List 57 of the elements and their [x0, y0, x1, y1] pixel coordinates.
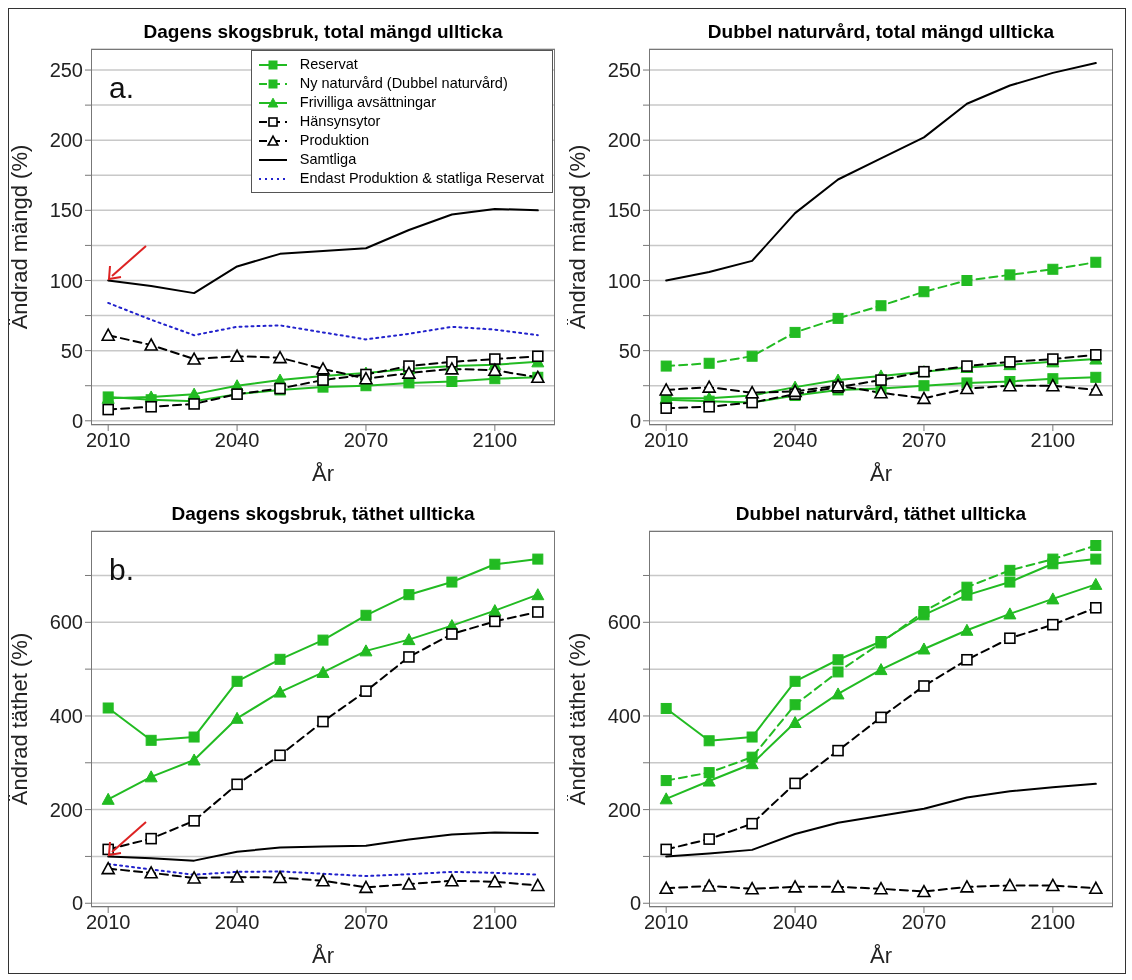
x-tick-label: 2010 [85, 911, 131, 934]
y-tick-label: 400 [49, 705, 83, 728]
y-tick-label: 100 [607, 269, 641, 292]
x-tick-label: 2040 [214, 911, 260, 934]
legend-label: Samtliga [299, 150, 357, 169]
x-tick-label: 2010 [643, 429, 689, 452]
legend-label: Produktion [299, 131, 370, 150]
chart-title: Dubbel naturvård, täthet ullticka [734, 502, 1028, 526]
y-axis-title: Ändrad täthet (%) [6, 632, 32, 806]
chart-title: Dagens skogsbruk, täthet ullticka [170, 502, 476, 526]
y-axis-title: Ändrad mängd (%) [564, 144, 590, 330]
y-tick-label: 200 [49, 129, 83, 152]
y-tick-label: 250 [607, 59, 641, 82]
y-axis-title: Ändrad mängd (%) [6, 144, 32, 330]
y-axis-title: Ändrad täthet (%) [564, 632, 590, 806]
y-tick-label: 0 [629, 892, 641, 915]
x-tick-label: 2040 [214, 429, 260, 452]
x-tick-label: 2040 [772, 911, 818, 934]
chart-title: Dubbel naturvård, total mängd ullticka [706, 20, 1056, 44]
x-tick-label: 2040 [772, 429, 818, 452]
x-axis-title: År [312, 943, 334, 968]
x-tick-label: 2070 [343, 429, 389, 452]
x-axis-title: År [870, 461, 892, 486]
legend-label: Frivilliga avsättningar [299, 93, 436, 112]
legend-label: Hänsynsytor [299, 112, 381, 131]
chart-title: Dagens skogsbruk, total mängd ullticka [142, 20, 504, 44]
y-tick-label: 0 [629, 409, 641, 432]
annotation: a. [109, 71, 135, 105]
x-tick-label: 2070 [901, 429, 947, 452]
x-tick-label: 2010 [643, 911, 689, 934]
annotation: b. [109, 553, 135, 587]
y-tick-label: 200 [607, 129, 641, 152]
legend-label: Reservat [299, 55, 358, 74]
y-tick-label: 200 [49, 798, 83, 821]
y-tick-label: 200 [607, 798, 641, 821]
y-tick-label: 0 [71, 409, 83, 432]
y-tick-label: 150 [49, 199, 83, 222]
x-tick-label: 2100 [472, 911, 518, 934]
x-tick-label: 2100 [1030, 911, 1076, 934]
y-tick-label: 600 [607, 611, 641, 634]
x-tick-label: 2070 [901, 911, 947, 934]
x-axis-title: År [870, 943, 892, 968]
y-tick-label: 0 [71, 892, 83, 915]
y-tick-label: 600 [49, 611, 83, 634]
y-tick-label: 250 [49, 59, 83, 82]
x-axis-title: År [312, 461, 334, 486]
x-tick-label: 2100 [472, 429, 518, 452]
y-tick-label: 150 [607, 199, 641, 222]
y-tick-label: 400 [607, 705, 641, 728]
y-tick-label: 50 [618, 339, 641, 362]
x-tick-label: 2010 [85, 429, 131, 452]
x-tick-label: 2070 [343, 911, 389, 934]
y-tick-label: 100 [49, 269, 83, 292]
x-tick-label: 2100 [1030, 429, 1076, 452]
legend-label: Ny naturvård (Dubbel naturvård) [299, 74, 508, 93]
legend-label: Endast Produktion & statliga Reservat [299, 169, 544, 188]
y-tick-label: 50 [60, 339, 83, 362]
